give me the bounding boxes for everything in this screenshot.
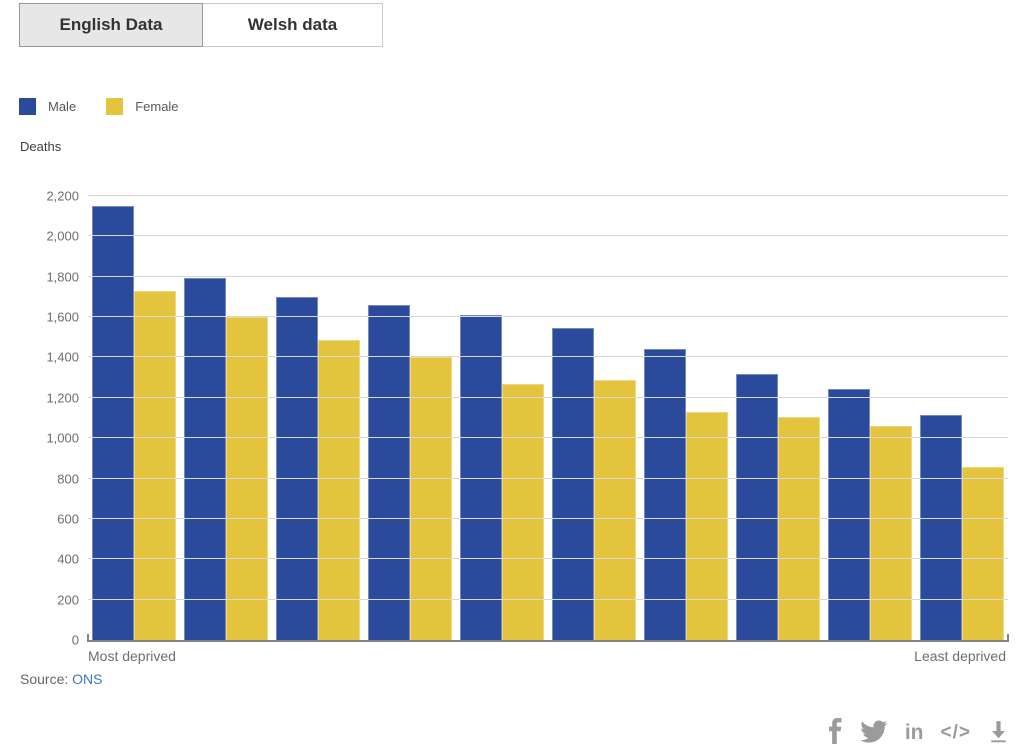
- source-line: Source: ONS: [20, 671, 102, 687]
- bar-group: [824, 196, 916, 640]
- male-swatch-icon: [19, 98, 36, 115]
- gridline: [88, 477, 1008, 479]
- bar-group: [364, 196, 456, 640]
- gridline: [88, 517, 1008, 519]
- bar-male: [276, 296, 318, 640]
- gridline: [88, 396, 1008, 398]
- bar-male: [736, 373, 778, 640]
- bar-female: [502, 383, 544, 640]
- y-axis-title: Deaths: [20, 139, 62, 154]
- bar-series-container: [88, 196, 1008, 640]
- bar-male: [920, 414, 962, 640]
- y-tick-label: 1,800: [46, 269, 79, 285]
- y-tick-label: 1,400: [46, 349, 79, 365]
- bar-group: [180, 196, 272, 640]
- bar-female: [134, 290, 176, 640]
- bar-female: [410, 357, 452, 640]
- x-label-most-deprived: Most deprived: [88, 648, 176, 664]
- gridline: [88, 235, 1008, 237]
- y-tick-label: 1,600: [46, 309, 79, 325]
- y-tick-label: 600: [57, 511, 79, 527]
- bar-group: [732, 196, 824, 640]
- y-tick-label: 2,200: [46, 188, 79, 204]
- bar-female: [318, 340, 360, 640]
- bar-male: [184, 277, 226, 640]
- legend-item-female: Female: [106, 98, 179, 115]
- x-axis-right-cap: [1007, 634, 1009, 642]
- y-tick-label: 2,000: [46, 228, 79, 244]
- tab-english-data-label: English Data: [59, 15, 163, 34]
- bar-female: [686, 411, 728, 640]
- y-tick-label: 800: [57, 471, 79, 487]
- gridline: [88, 437, 1008, 439]
- download-icon[interactable]: [988, 719, 1009, 744]
- gridline: [88, 558, 1008, 560]
- gridline: [88, 316, 1008, 318]
- bar-male: [460, 315, 502, 640]
- embed-code-icon[interactable]: </>: [940, 722, 971, 743]
- bar-group: [88, 196, 180, 640]
- y-tick-label: 1,200: [46, 390, 79, 406]
- bar-female: [870, 426, 912, 640]
- y-tick-label: 0: [71, 632, 79, 648]
- bar-group: [916, 196, 1008, 640]
- linkedin-icon[interactable]: in: [904, 721, 924, 744]
- gridline: [88, 356, 1008, 358]
- tab-bar: English Data Welsh data: [19, 3, 383, 47]
- bar-female: [962, 467, 1004, 640]
- legend-female-label: Female: [135, 99, 179, 114]
- tab-english-data[interactable]: English Data: [19, 3, 203, 47]
- y-tick-label: 400: [57, 551, 79, 567]
- source-ons-link[interactable]: ONS: [72, 671, 103, 687]
- bar-male: [828, 388, 870, 640]
- bar-female: [594, 379, 636, 640]
- gridline: [88, 598, 1008, 600]
- bar-male: [368, 304, 410, 640]
- x-axis-left-cap: [87, 634, 89, 642]
- twitter-icon[interactable]: [860, 720, 888, 744]
- source-prefix: Source:: [20, 671, 73, 687]
- gridline: [88, 275, 1008, 277]
- bar-group: [272, 196, 364, 640]
- legend-male-label: Male: [48, 99, 77, 114]
- y-tick-label: 1,000: [46, 430, 79, 446]
- tab-welsh-data-label: Welsh data: [247, 15, 338, 34]
- bar-male: [552, 328, 594, 640]
- gridline: [88, 195, 1008, 196]
- chart-legend: Male Female: [19, 98, 179, 115]
- bar-male: [644, 349, 686, 640]
- share-toolbar: in </>: [828, 714, 1009, 744]
- facebook-icon[interactable]: [828, 718, 843, 744]
- x-axis-labels: Most deprived Least deprived: [88, 648, 1006, 664]
- y-tick-label: 200: [57, 592, 79, 608]
- x-label-least-deprived: Least deprived: [914, 648, 1006, 664]
- bar-group: [548, 196, 640, 640]
- bar-male: [92, 206, 134, 640]
- bar-group: [640, 196, 732, 640]
- tab-welsh-data[interactable]: Welsh data: [203, 3, 383, 47]
- bar-group: [456, 196, 548, 640]
- female-swatch-icon: [106, 98, 124, 115]
- bar-female: [778, 417, 820, 640]
- plot-area: 0 200 400 600 800 1,000 1,200 1,400 1,600 1,800 2,…: [46, 190, 1009, 647]
- bar-female: [226, 317, 268, 640]
- legend-item-male: Male: [19, 98, 76, 115]
